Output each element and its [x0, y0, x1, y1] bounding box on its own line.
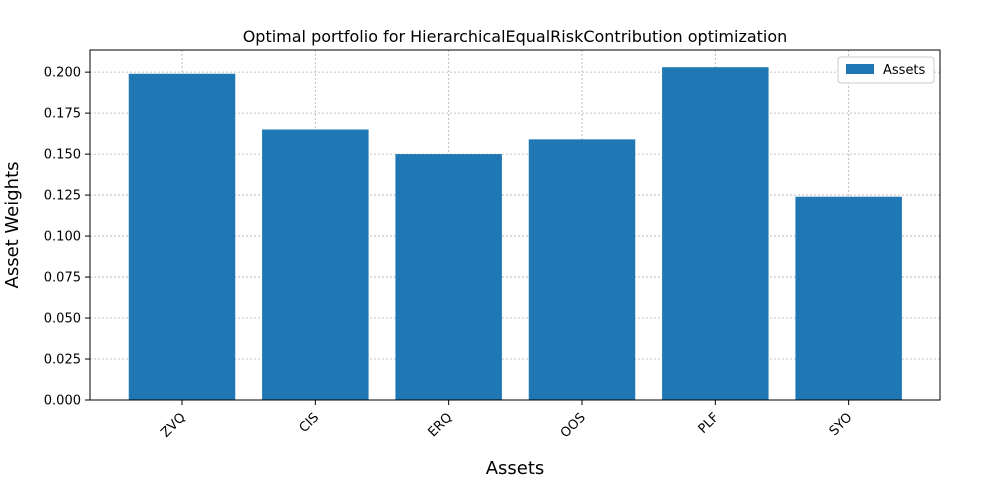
legend-entry: Assets — [883, 63, 926, 78]
x-tick-label: CIS — [297, 410, 323, 436]
x-tick-label: SYO — [827, 410, 856, 439]
y-tick-label: 0.175 — [44, 107, 81, 122]
x-tick-label: ZVQ — [158, 410, 188, 440]
plot-frame — [89, 49, 941, 401]
y-tick-label: 0.150 — [44, 148, 81, 163]
y-axis-label: Asset Weights — [2, 161, 23, 288]
bar-oos — [528, 139, 636, 400]
chart-title: Optimal portfolio for HierarchicalEqualR… — [243, 27, 788, 46]
bar-plf — [662, 67, 769, 401]
bar-erq — [395, 154, 502, 400]
y-tick-label: 0.200 — [44, 66, 81, 81]
bars — [128, 67, 902, 401]
legend-box — [837, 56, 935, 84]
y-tick-label: 0.025 — [44, 353, 81, 368]
legend: Assets — [837, 56, 935, 84]
y-tick-label: 0.125 — [44, 189, 81, 204]
x-tick-label: PLF — [696, 410, 723, 437]
y-tick-label: 0.050 — [44, 312, 81, 327]
x-axis-label: Assets — [486, 458, 545, 479]
y-tick-label: 0.100 — [44, 230, 81, 245]
y-tick-label: 0.000 — [44, 394, 81, 409]
bar-cis — [262, 129, 369, 401]
x-tick-label: OOS — [558, 410, 589, 441]
bar-syo — [795, 196, 902, 400]
y-tick-label: 0.075 — [44, 271, 81, 286]
y-axis-ticks: 0.000 0.025 0.050 0.075 0.100 0.125 0.150 0.175… — [44, 66, 90, 409]
x-tick-label: ERQ — [425, 410, 455, 440]
x-axis-ticks: ZVQ CIS ERQ OOS PLF SYO — [158, 400, 855, 441]
bar-zvq — [128, 73, 236, 400]
legend-swatch — [846, 64, 874, 74]
